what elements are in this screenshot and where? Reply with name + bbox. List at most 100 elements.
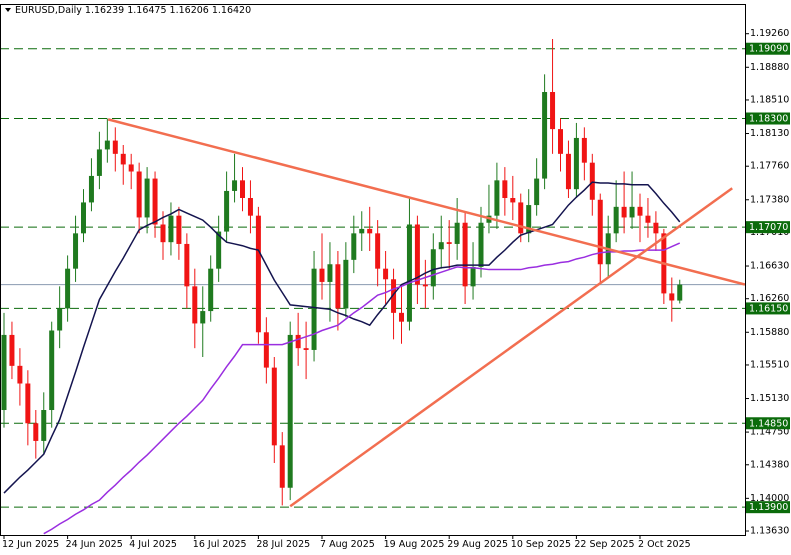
candle-body (343, 259, 349, 309)
y-tick-label: 1.14380 (750, 459, 789, 470)
y-tick-label: 1.16260 (750, 293, 789, 304)
candle-body (446, 242, 452, 244)
y-tick-label: 1.17760 (750, 161, 789, 172)
trend-line (289, 187, 733, 508)
candle-body (327, 264, 333, 282)
candle-body (104, 140, 110, 150)
y-tick-label: 1.15130 (750, 393, 789, 404)
candle-body (629, 206, 635, 218)
candle-body (255, 215, 261, 333)
candle-body (184, 243, 190, 287)
candle-body (383, 268, 389, 280)
candle-body (653, 222, 659, 234)
x-tick-label: 19 Aug 2025 (384, 539, 445, 550)
x-tick-label: 28 Jul 2025 (256, 539, 310, 550)
candle-body (232, 180, 238, 191)
moving-average-line (43, 242, 681, 535)
candle-body (311, 268, 317, 350)
candle-body (550, 92, 556, 130)
level-label: 1.19090 (749, 44, 788, 55)
candle-body (240, 180, 245, 199)
x-tick-label: 16 Jul 2025 (193, 539, 247, 550)
candle-body (88, 175, 94, 203)
y-tick-label: 1.18510 (750, 94, 789, 105)
candle-body (144, 178, 150, 218)
candle-body (263, 332, 269, 368)
candle-body (454, 222, 460, 244)
candle-body (526, 205, 532, 234)
candle-body (81, 202, 86, 234)
candle-body (422, 284, 428, 287)
candle-body (367, 228, 373, 234)
candle-body (359, 228, 365, 234)
candle-body (438, 242, 444, 250)
candle-body (136, 171, 142, 218)
level-label-box (746, 42, 790, 55)
x-tick-label: 24 Jun 2025 (66, 539, 123, 550)
x-tick-label: 12 Jun 2025 (2, 539, 59, 550)
candle-body (677, 284, 683, 301)
level-label: 1.13900 (749, 502, 788, 513)
x-tick-label: 10 Sep 2025 (511, 539, 571, 550)
candle-body (375, 233, 381, 269)
candle-body (573, 137, 579, 190)
candle-body (581, 137, 587, 163)
candle-body (65, 268, 71, 309)
candle-body (287, 334, 293, 488)
y-tick-label: 1.15880 (750, 327, 789, 338)
candle-body (160, 224, 166, 243)
level-label-box (746, 221, 790, 234)
candle-body (478, 222, 484, 267)
y-tick-label: 1.19260 (750, 28, 789, 39)
y-tick-label: 1.13630 (750, 526, 789, 537)
y-tick-label: 1.18880 (750, 62, 789, 73)
level-label: 1.14850 (749, 418, 788, 429)
x-tick-label: 7 Aug 2025 (320, 539, 375, 550)
candle-body (613, 206, 619, 234)
moving-average-line (3, 181, 681, 494)
candle-body (112, 140, 118, 154)
candle-body (399, 312, 404, 322)
candle-body (494, 180, 500, 216)
trend-line (107, 118, 745, 286)
candle-body (502, 180, 508, 199)
y-tick-label: 1.14750 (750, 427, 789, 438)
candle-body (200, 311, 206, 324)
candle-body (152, 178, 158, 225)
menu-arrow-icon[interactable] (5, 8, 11, 12)
level-label-box (746, 417, 790, 430)
y-tick-label: 1.16630 (750, 261, 789, 272)
candle-body (406, 224, 412, 322)
x-tick-label: 2 Oct 2025 (638, 539, 691, 550)
candle-body (597, 199, 603, 265)
candle-body (25, 383, 31, 424)
candle-body (17, 365, 23, 384)
candle-body (542, 92, 548, 179)
candle-body (589, 162, 595, 200)
candle-body (176, 215, 182, 244)
candle-body (637, 206, 643, 216)
y-tick-label: 1.18130 (750, 128, 789, 139)
x-tick-label: 29 Aug 2025 (447, 539, 508, 550)
candle-body (295, 334, 301, 349)
candle-body (430, 249, 436, 287)
candle-body (271, 367, 277, 446)
candle-body (335, 264, 341, 309)
candle-body (9, 334, 15, 366)
level-label: 1.16150 (749, 303, 788, 314)
candle-body (128, 164, 134, 172)
axes: 1.13630 1.14000 1.14380 1.14750 1.15130 1.155… (2, 28, 790, 550)
y-tick-label: 1.14000 (750, 493, 789, 504)
level-label-box (746, 112, 790, 125)
candle-body (168, 215, 174, 243)
candle-body (279, 445, 285, 488)
candle-body (96, 149, 102, 176)
candle-body (351, 233, 357, 260)
candle-body (518, 202, 524, 234)
candle-body (120, 153, 126, 165)
candle-body (510, 198, 516, 203)
level-label: 1.18300 (749, 114, 788, 125)
y-tick-label: 1.17380 (750, 194, 789, 205)
